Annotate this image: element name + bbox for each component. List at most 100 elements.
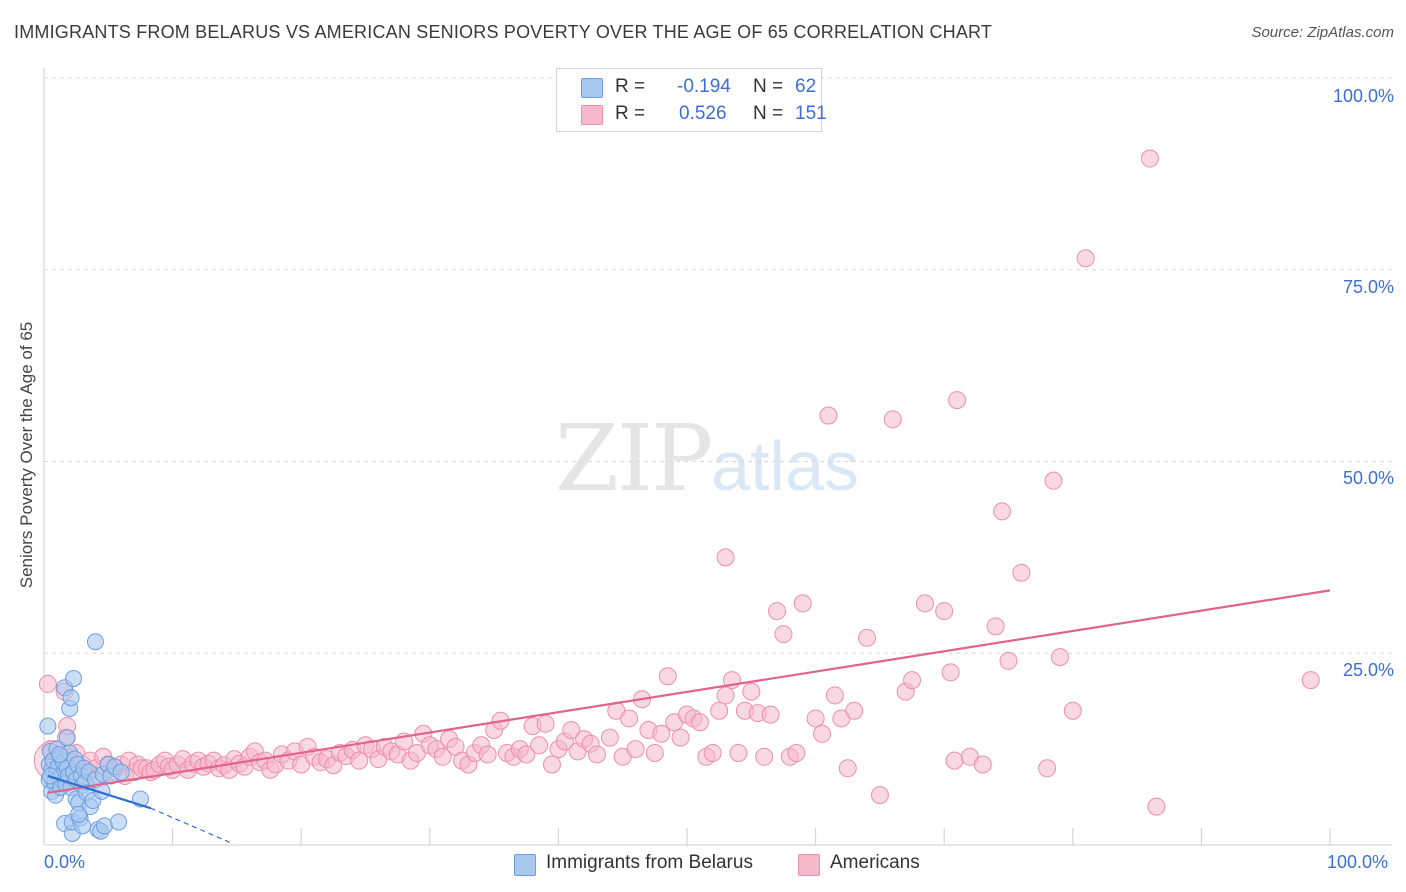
y-tick-50: 50.0% <box>1342 468 1394 488</box>
legend-label-americans: Americans <box>830 852 920 873</box>
americans-point <box>793 594 812 613</box>
americans-point <box>948 391 967 410</box>
n-value: 62 <box>795 76 817 97</box>
americans-point <box>478 745 497 764</box>
americans-point <box>433 747 452 766</box>
americans-point <box>742 682 761 701</box>
r-value: -0.194 <box>677 76 731 97</box>
r-value: 0.526 <box>679 103 727 124</box>
americans-point <box>587 745 606 764</box>
r-label: R = <box>615 76 646 97</box>
americans-point <box>819 406 838 425</box>
belarus-point <box>70 805 88 823</box>
americans-trend-line <box>47 589 1331 794</box>
legend-item-belarus[interactable]: Immigrants from Belarus <box>514 852 774 878</box>
belarus-point <box>95 817 113 835</box>
americans-point <box>729 743 748 762</box>
americans-points <box>33 149 1320 816</box>
x-tick-0: 0.0% <box>44 852 86 872</box>
belarus-trend-line <box>47 774 152 810</box>
americans-point <box>825 686 844 705</box>
legend-item-americans[interactable]: Americans <box>798 852 938 878</box>
americans-point <box>703 743 722 762</box>
stats-box: R = -0.194 N = 62 R = 0.526 N = 151 <box>556 68 827 132</box>
americans-point <box>1140 149 1159 168</box>
americans-point <box>517 745 536 764</box>
americans-point <box>915 594 934 613</box>
americans-point <box>813 724 832 743</box>
americans-point <box>1301 671 1320 690</box>
belarus-points <box>39 633 149 842</box>
americans-point <box>542 755 561 774</box>
americans-point <box>1050 648 1069 667</box>
americans-point <box>600 728 619 747</box>
americans-point <box>838 759 857 778</box>
americans-point <box>562 720 581 739</box>
americans-point <box>935 602 954 621</box>
americans-point <box>1044 471 1063 490</box>
axes <box>43 68 1392 846</box>
americans-point <box>1012 563 1031 582</box>
americans-point <box>845 701 864 720</box>
belarus-swatch <box>581 78 603 98</box>
americans-swatch <box>581 105 603 125</box>
americans-point <box>755 747 774 766</box>
americans-point <box>1063 701 1082 720</box>
americans-point <box>806 709 825 728</box>
americans-point <box>768 602 787 621</box>
n-label: N = <box>753 76 784 97</box>
belarus-point <box>110 813 128 831</box>
americans-point <box>903 671 922 690</box>
americans-point <box>986 617 1005 636</box>
stats-row-belarus: R = -0.194 N = 62 <box>581 76 821 100</box>
belarus-point <box>86 633 104 651</box>
y-tick-100: 100.0% <box>1332 86 1394 106</box>
americans-point <box>671 728 690 747</box>
n-label: N = <box>753 103 784 124</box>
americans-point <box>626 740 645 759</box>
source-credit: Source: ZipAtlas.com <box>1251 24 1394 41</box>
legend-label-belarus: Immigrants from Belarus <box>546 852 753 873</box>
americans-point <box>658 667 677 686</box>
americans-point <box>941 663 960 682</box>
americans-point <box>870 786 889 805</box>
americans-point <box>652 724 671 743</box>
y-tick-75: 75.0% <box>1342 277 1394 297</box>
americans-point <box>716 548 735 567</box>
americans-point <box>883 410 902 429</box>
americans-point <box>716 686 735 705</box>
americans-point <box>1038 759 1057 778</box>
belarus-point <box>112 763 130 781</box>
belarus-point <box>50 745 68 763</box>
americans-point <box>1147 797 1166 816</box>
americans-point <box>999 651 1018 670</box>
americans-point <box>761 705 780 724</box>
americans-point <box>774 625 793 644</box>
americans-point <box>536 714 555 733</box>
belarus-point <box>65 670 83 688</box>
americans-point <box>973 755 992 774</box>
americans-point <box>38 674 57 693</box>
stats-row-americans: R = 0.526 N = 151 <box>581 103 827 127</box>
grid-lines <box>44 77 1394 654</box>
americans-point <box>690 713 709 732</box>
belarus-point <box>58 729 76 747</box>
americans-point <box>1076 249 1095 268</box>
americans-point <box>945 751 964 770</box>
americans-point <box>993 502 1012 521</box>
trend-lines <box>47 589 1331 844</box>
r-label: R = <box>615 103 646 124</box>
legend-swatch-belarus <box>514 854 536 876</box>
americans-point <box>858 628 877 647</box>
belarus-point <box>62 689 80 707</box>
americans-point <box>530 736 549 755</box>
y-axis-label: Seniors Poverty Over the Age of 65 <box>17 321 36 589</box>
americans-point <box>787 743 806 762</box>
americans-point <box>350 751 369 770</box>
n-value: 151 <box>795 103 827 124</box>
belarus-trend-extension <box>150 807 231 844</box>
americans-point <box>620 709 639 728</box>
legend-swatch-americans <box>798 854 820 876</box>
y-tick-25: 25.0% <box>1342 660 1394 680</box>
